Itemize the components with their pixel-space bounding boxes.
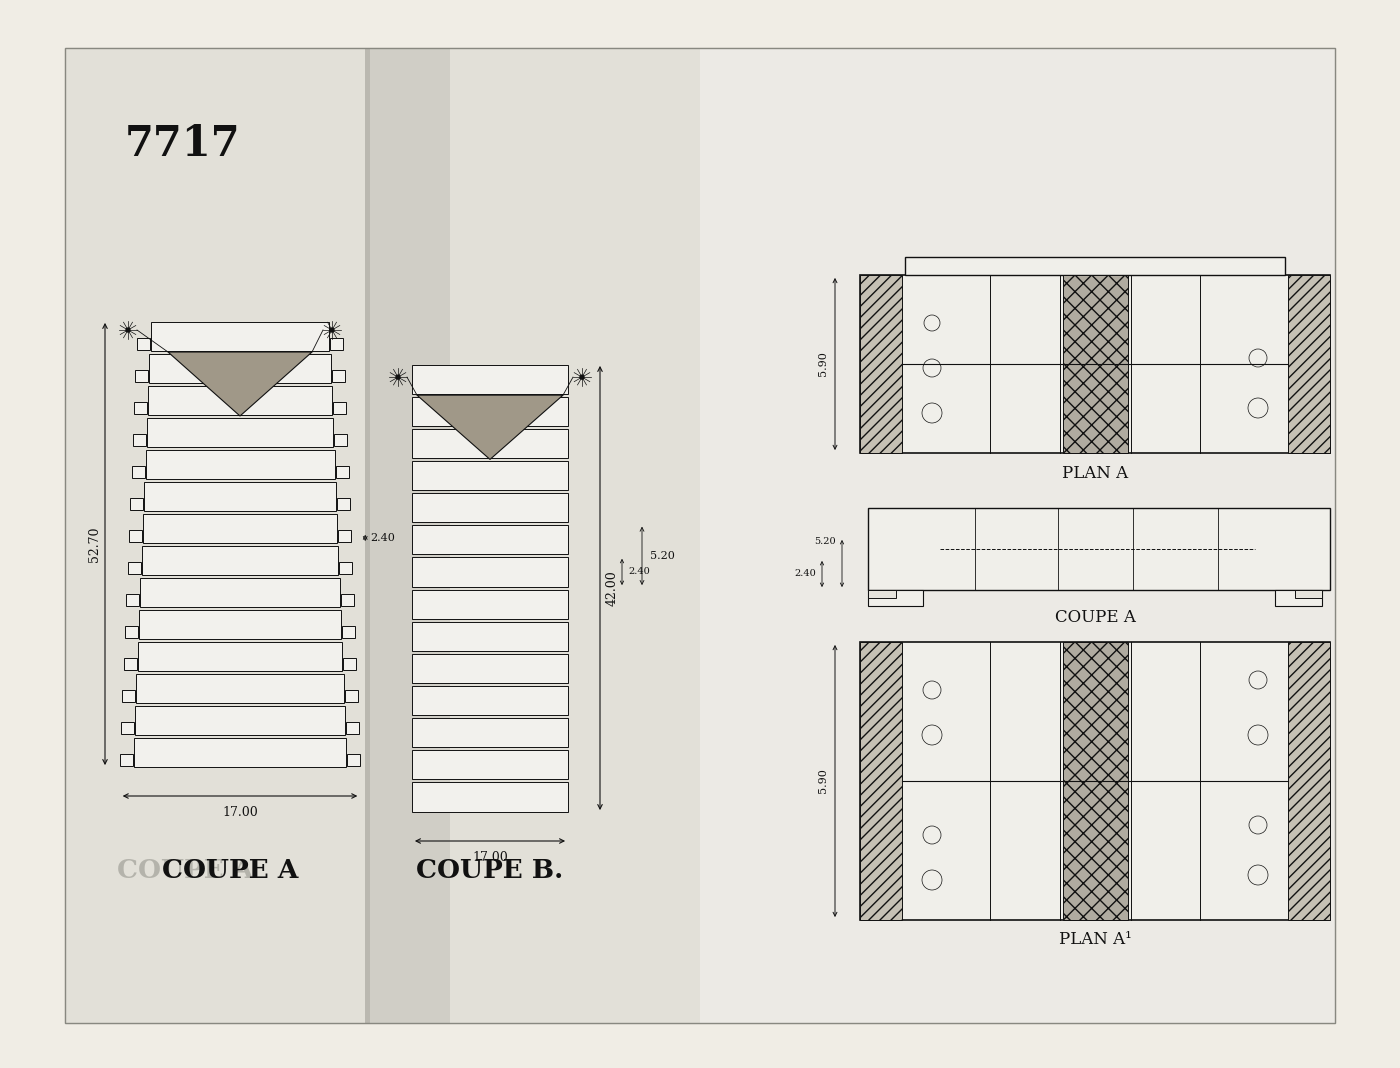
Bar <box>133 434 146 446</box>
Bar <box>134 402 147 414</box>
Polygon shape <box>168 352 312 417</box>
Text: 17.00: 17.00 <box>223 806 258 819</box>
Bar <box>339 530 351 541</box>
Bar <box>412 557 568 586</box>
Bar <box>129 530 141 541</box>
Bar <box>332 370 344 382</box>
Bar <box>1063 274 1128 453</box>
Bar <box>132 466 144 478</box>
Bar <box>412 622 568 650</box>
Text: 2.40: 2.40 <box>629 567 650 577</box>
Bar <box>868 590 923 606</box>
Bar <box>335 434 347 446</box>
Text: 5.90: 5.90 <box>818 769 827 794</box>
Text: 52.70: 52.70 <box>88 527 101 562</box>
Bar <box>126 594 140 606</box>
Text: 5.20: 5.20 <box>815 537 836 546</box>
Bar <box>860 642 902 920</box>
Bar <box>412 783 568 812</box>
Bar <box>344 690 357 702</box>
Bar <box>860 274 1330 453</box>
Bar <box>130 498 143 511</box>
Text: 7717: 7717 <box>125 123 241 164</box>
Circle shape <box>330 328 335 332</box>
Bar <box>141 546 339 575</box>
Bar <box>412 396 568 426</box>
Bar <box>127 562 140 574</box>
Bar <box>134 738 346 767</box>
Bar <box>136 370 148 382</box>
Bar <box>347 754 360 766</box>
Text: 2.40: 2.40 <box>370 533 395 543</box>
Bar <box>700 48 1336 1023</box>
Circle shape <box>580 375 584 379</box>
Bar <box>1063 642 1128 920</box>
Bar <box>1288 274 1330 453</box>
Bar <box>868 508 1330 590</box>
Bar <box>339 562 353 574</box>
Text: 2.40: 2.40 <box>794 569 816 579</box>
Text: COUPE A: COUPE A <box>116 858 253 882</box>
Bar <box>136 674 343 703</box>
Bar <box>137 642 342 671</box>
Bar <box>412 750 568 780</box>
Bar <box>125 626 139 638</box>
Bar <box>148 386 332 414</box>
Bar <box>120 722 134 734</box>
Text: PLAN A: PLAN A <box>1063 465 1128 482</box>
Bar <box>412 428 568 458</box>
Bar <box>151 321 329 350</box>
Bar <box>137 337 150 350</box>
Bar <box>134 706 344 735</box>
Bar <box>139 610 342 639</box>
Bar <box>330 337 343 350</box>
Bar <box>412 461 568 490</box>
Bar <box>144 482 336 511</box>
Bar <box>147 418 333 446</box>
Polygon shape <box>417 395 563 459</box>
Bar <box>120 754 133 766</box>
Text: COUPE A: COUPE A <box>162 858 298 882</box>
Bar <box>336 466 349 478</box>
Bar <box>412 525 568 554</box>
Text: 17.00: 17.00 <box>472 851 508 864</box>
Bar <box>146 450 335 478</box>
Bar <box>860 274 902 453</box>
Circle shape <box>396 375 400 379</box>
Bar <box>342 626 356 638</box>
Text: COUPE A: COUPE A <box>1054 610 1135 627</box>
Bar <box>343 658 356 670</box>
Text: 5.20: 5.20 <box>650 551 675 561</box>
Text: 42.00: 42.00 <box>606 570 619 606</box>
Bar <box>412 654 568 682</box>
Text: 5.90: 5.90 <box>818 351 827 376</box>
Bar <box>412 590 568 618</box>
Bar <box>122 690 136 702</box>
Bar <box>868 590 896 598</box>
Bar <box>337 498 350 511</box>
Bar <box>346 722 358 734</box>
Bar <box>123 658 137 670</box>
Bar <box>860 642 1330 920</box>
Bar <box>1295 590 1322 598</box>
Text: PLAN A¹: PLAN A¹ <box>1058 931 1131 948</box>
Bar <box>370 48 449 1023</box>
Bar <box>64 48 700 1023</box>
Bar <box>365 48 375 1023</box>
Bar <box>333 402 346 414</box>
Bar <box>340 594 354 606</box>
Bar <box>140 578 340 607</box>
Text: COUPE B.: COUPE B. <box>416 858 564 882</box>
Bar <box>412 686 568 716</box>
Bar <box>1288 642 1330 920</box>
Circle shape <box>126 328 130 332</box>
Bar <box>412 364 568 394</box>
Bar <box>1275 590 1322 606</box>
Bar <box>904 257 1285 274</box>
Bar <box>412 718 568 748</box>
Bar <box>412 493 568 522</box>
Bar <box>143 514 337 543</box>
Bar <box>150 354 330 382</box>
